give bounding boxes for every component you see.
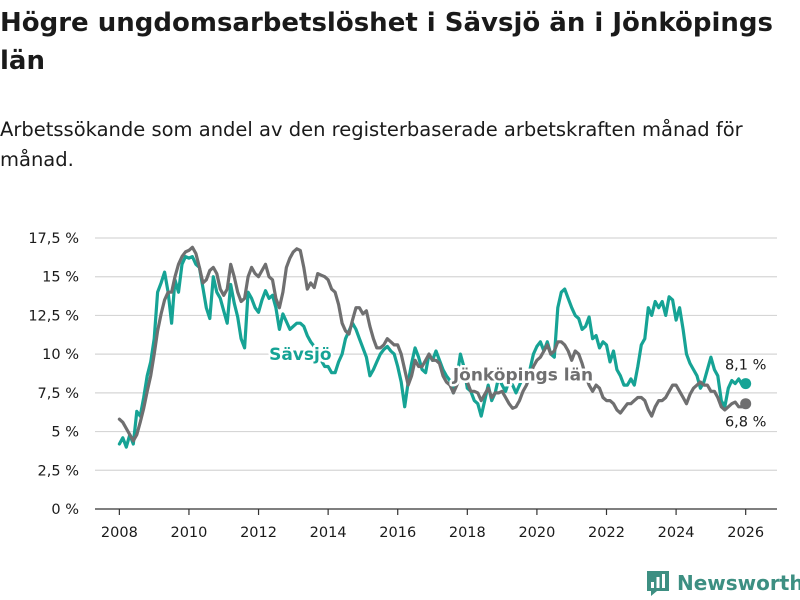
- bar-chart-logo-icon: [647, 571, 669, 596]
- x-tick-label: 2016: [379, 525, 416, 541]
- x-tick-label: 2018: [449, 525, 486, 541]
- brand-logo[interactable]: Newsworthy: [645, 568, 800, 598]
- y-tick-label: 17,5 %: [28, 231, 79, 247]
- y-tick-label: 2,5 %: [38, 463, 79, 479]
- x-tick-label: 2014: [310, 525, 347, 541]
- series-end-dot-lan: [740, 398, 752, 410]
- series-name-label-lan: Jönköpings län: [452, 365, 593, 385]
- end-value-label-savsjo: 8,1 %: [725, 358, 766, 374]
- series-group: [117, 245, 752, 449]
- x-tick-label: 2022: [588, 525, 625, 541]
- series-line-savsjo: [117, 255, 748, 449]
- series-labels: Sävsjö 8,1 % Jönköpings län 6,8 %: [267, 343, 769, 433]
- x-tick-label: 2020: [518, 525, 555, 541]
- y-tick-label: 10 %: [42, 347, 79, 363]
- y-tick-label: 5 %: [51, 425, 79, 441]
- x-tick-label: 2024: [658, 525, 695, 541]
- x-tick-label: 2012: [240, 525, 277, 541]
- y-tick-label: 7,5 %: [38, 386, 79, 402]
- axes: 0 % 2,5 % 5 % 7,5 % 10 % 12,5 % 15 % 17,5 % 2008…: [28, 231, 777, 541]
- chart-subtitle: Arbetssökande som andel av den registerb…: [0, 118, 743, 171]
- series-line-lan: [117, 245, 748, 443]
- x-tick-label: 2026: [727, 525, 764, 541]
- x-tick-label: 2008: [101, 525, 138, 541]
- end-value-label-lan: 6,8 %: [725, 415, 766, 431]
- series-name-label-savsjo: Sävsjö: [269, 345, 331, 365]
- brand-name: Newsworthy: [677, 571, 800, 595]
- series-end-dot-savsjo: [740, 378, 752, 390]
- y-tick-label: 15 %: [42, 270, 79, 286]
- y-tick-label: 12,5 %: [28, 308, 79, 324]
- y-tick-label: 0 %: [51, 502, 79, 518]
- chart-title: Högre ungdomsarbetslöshet i Sävsjö än i …: [0, 8, 773, 76]
- x-tick-label: 2010: [170, 525, 207, 541]
